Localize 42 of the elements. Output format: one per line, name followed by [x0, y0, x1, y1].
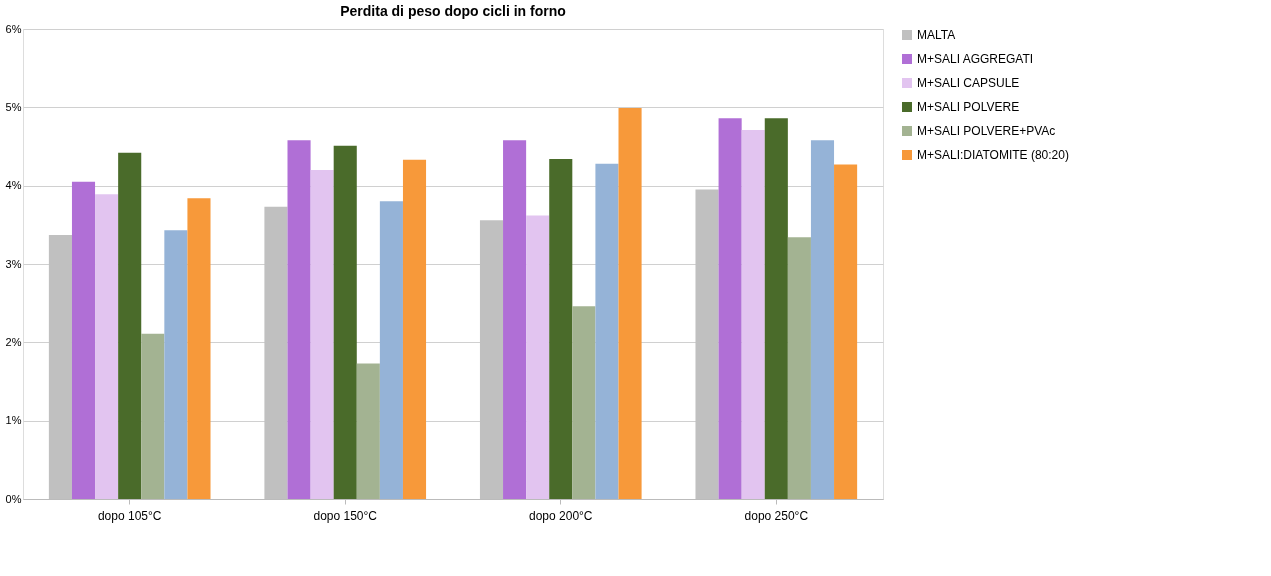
bar — [356, 363, 380, 499]
bar — [95, 194, 119, 499]
y-tick-label: 3% — [5, 257, 22, 270]
y-tick-label: 4% — [5, 179, 22, 192]
legend-label: M+SALI POLVERE+PVAc — [917, 124, 1056, 138]
bar — [718, 118, 742, 499]
legend-label: M+SALI CAPSULE — [917, 76, 1020, 90]
bar — [402, 159, 427, 499]
bar — [787, 237, 811, 499]
x-tick-label: dopo 250°C — [744, 508, 809, 523]
legend-label: M+SALI POLVERE — [917, 100, 1020, 114]
bar — [71, 181, 96, 499]
legend-label: MALTA — [917, 28, 956, 42]
legend-label: M+SALI:DIATOMITE (80:20) — [917, 148, 1069, 162]
x-tick-label: dopo 150°C — [313, 508, 378, 523]
bar — [595, 163, 619, 499]
bar — [764, 118, 788, 499]
bar — [741, 130, 765, 499]
chart-title: Perdita di peso dopo cicli in forno — [340, 3, 566, 19]
bar — [810, 140, 835, 499]
legend-label: M+SALI AGGREGATI — [917, 52, 1034, 66]
bar — [287, 140, 311, 499]
bar — [834, 164, 858, 499]
bar — [164, 230, 188, 499]
bar — [526, 215, 550, 499]
y-tick-label: 6% — [5, 22, 22, 35]
bar — [503, 140, 527, 499]
x-tick-label: dopo 105°C — [97, 508, 162, 523]
bar — [333, 145, 357, 499]
y-tick-label: 1% — [5, 414, 22, 427]
bar — [572, 306, 596, 499]
bar — [549, 159, 573, 499]
y-tick-label: 0% — [5, 492, 22, 505]
y-tick-label: 2% — [5, 335, 22, 348]
bar — [310, 170, 334, 499]
bar — [379, 201, 403, 499]
bar — [118, 152, 142, 499]
bar — [141, 333, 165, 499]
bar — [618, 108, 642, 499]
bar — [187, 198, 211, 499]
x-tick-label: dopo 200°C — [529, 508, 593, 523]
y-tick-label: 5% — [5, 100, 22, 113]
